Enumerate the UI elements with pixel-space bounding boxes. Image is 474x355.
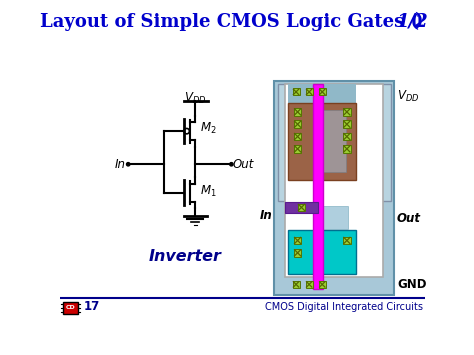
Text: $M_2$: $M_2$: [200, 120, 216, 136]
Bar: [294, 120, 301, 128]
Bar: [319, 281, 326, 288]
Bar: [285, 202, 318, 213]
Circle shape: [127, 163, 130, 166]
Bar: [298, 203, 305, 211]
Text: CMOS Digital Integrated Circuits: CMOS Digital Integrated Circuits: [265, 302, 423, 312]
Bar: [63, 302, 78, 313]
Text: Out: Out: [233, 158, 254, 171]
Text: Layout of Simple CMOS Logic Gates (: Layout of Simple CMOS Logic Gates (: [40, 12, 419, 31]
Bar: [343, 108, 351, 116]
Text: CD: CD: [65, 305, 75, 310]
Bar: [319, 88, 326, 95]
Bar: [292, 281, 300, 288]
Text: 1/2: 1/2: [397, 12, 428, 31]
Text: Out: Out: [397, 212, 421, 225]
Bar: [294, 249, 301, 257]
Circle shape: [230, 163, 233, 166]
Text: In: In: [260, 209, 273, 222]
Bar: [323, 206, 347, 229]
Text: $V_{DD}$: $V_{DD}$: [184, 91, 206, 106]
Bar: [285, 84, 383, 277]
Text: 17: 17: [83, 300, 100, 313]
Bar: [343, 237, 351, 244]
Bar: [343, 120, 351, 128]
Bar: [294, 133, 301, 140]
Text: $V_{DD}$: $V_{DD}$: [397, 89, 419, 104]
Bar: [343, 145, 351, 153]
Bar: [313, 84, 323, 289]
Bar: [288, 84, 356, 103]
Text: $M_1$: $M_1$: [200, 184, 217, 199]
Text: GND: GND: [397, 278, 427, 291]
Text: ): ): [414, 12, 422, 31]
Bar: [274, 81, 394, 295]
Bar: [294, 108, 301, 116]
Bar: [306, 88, 313, 95]
Bar: [278, 84, 391, 201]
Bar: [294, 145, 301, 153]
Bar: [294, 237, 301, 244]
Bar: [343, 133, 351, 140]
Bar: [323, 110, 346, 172]
Bar: [288, 230, 356, 274]
Bar: [292, 88, 300, 95]
Bar: [306, 281, 313, 288]
Text: In: In: [115, 158, 126, 171]
Text: Inverter: Inverter: [149, 249, 222, 264]
Bar: [288, 103, 356, 180]
